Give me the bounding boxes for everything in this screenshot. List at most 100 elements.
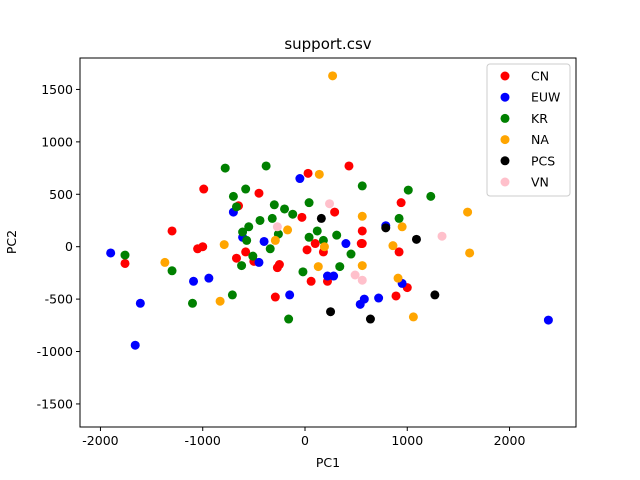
- y-axis-ticks: -1500 -1000 -500 0 500 1000 1500: [37, 82, 80, 411]
- point-euw: [329, 271, 339, 281]
- legend-label-pcs: PCS: [531, 153, 555, 168]
- legend-label-euw: EUW: [531, 90, 560, 105]
- point-na: [357, 211, 367, 221]
- y-tick-label: 1000: [41, 134, 73, 149]
- point-kr: [346, 249, 356, 259]
- point-cn: [120, 258, 130, 268]
- point-cn: [241, 247, 251, 257]
- y-tick-label: -1500: [37, 396, 73, 411]
- x-tick-label: 0: [301, 433, 309, 448]
- legend-marker-kr: [500, 113, 510, 123]
- point-pcs: [411, 234, 421, 244]
- data-points: [106, 71, 553, 350]
- point-cn: [254, 188, 264, 198]
- point-kr: [284, 314, 294, 324]
- point-cn: [270, 292, 280, 302]
- point-na: [314, 169, 324, 179]
- legend-label-na: NA: [531, 132, 549, 147]
- point-na: [465, 248, 475, 258]
- point-euw: [130, 340, 140, 350]
- point-kr: [304, 198, 314, 208]
- point-cn: [302, 245, 312, 255]
- point-kr: [298, 267, 308, 277]
- point-na: [328, 71, 338, 81]
- chart-title: support.csv: [284, 35, 371, 53]
- point-vn: [437, 231, 447, 241]
- point-euw: [374, 293, 384, 303]
- point-euw: [543, 315, 553, 325]
- point-kr: [237, 261, 247, 271]
- point-cn: [198, 242, 208, 252]
- point-cn: [303, 168, 313, 178]
- point-cn: [357, 226, 367, 236]
- point-vn: [357, 275, 367, 285]
- point-kr: [267, 213, 277, 223]
- point-kr: [304, 232, 314, 242]
- point-na: [357, 261, 367, 271]
- point-na: [160, 257, 170, 267]
- point-euw: [135, 298, 145, 308]
- point-na: [388, 241, 398, 251]
- x-axis-ticks: -2000 -1000 0 1000 2000: [82, 427, 525, 448]
- point-kr: [120, 250, 130, 260]
- point-na: [393, 273, 403, 283]
- point-euw: [285, 290, 295, 300]
- y-axis-label: PC2: [4, 230, 19, 254]
- x-tick-label: -2000: [82, 433, 118, 448]
- point-euw: [189, 276, 199, 286]
- point-kr: [167, 266, 177, 276]
- point-vn: [350, 270, 360, 280]
- point-na: [319, 242, 329, 252]
- point-cn: [396, 198, 406, 208]
- legend-label-kr: KR: [531, 111, 548, 126]
- point-euw: [295, 174, 305, 184]
- point-kr: [248, 251, 258, 261]
- legend-label-cn: CN: [531, 69, 549, 84]
- x-axis-label: PC1: [316, 455, 340, 470]
- point-na: [313, 262, 323, 272]
- x-tick-label: 1000: [391, 433, 423, 448]
- y-tick-label: 500: [49, 187, 73, 202]
- point-cn: [231, 253, 241, 263]
- x-tick-label: -1000: [185, 433, 221, 448]
- y-tick-label: -500: [45, 292, 73, 307]
- point-vn: [325, 199, 335, 209]
- point-cn: [344, 161, 354, 171]
- point-cn: [274, 260, 284, 270]
- point-cn: [199, 184, 209, 194]
- point-euw: [106, 248, 116, 258]
- point-kr: [426, 191, 436, 201]
- point-na: [270, 235, 280, 245]
- point-cn: [357, 239, 367, 249]
- point-kr: [228, 191, 238, 201]
- point-euw: [341, 239, 351, 249]
- point-kr: [265, 244, 275, 254]
- point-kr: [255, 215, 265, 225]
- point-kr: [231, 202, 241, 212]
- legend-marker-euw: [500, 92, 510, 102]
- y-tick-label: 1500: [41, 82, 73, 97]
- point-cn: [306, 276, 316, 286]
- point-kr: [227, 290, 237, 300]
- point-kr: [242, 235, 252, 245]
- legend-marker-pcs: [500, 156, 510, 166]
- point-kr: [187, 298, 197, 308]
- x-tick-label: 2000: [494, 433, 526, 448]
- point-na: [283, 225, 293, 235]
- point-na: [219, 240, 229, 250]
- point-kr: [261, 161, 271, 171]
- point-euw: [259, 236, 269, 246]
- point-euw: [204, 273, 214, 283]
- point-cn: [297, 212, 307, 222]
- point-cn: [310, 239, 320, 249]
- point-cn: [167, 226, 177, 236]
- point-na: [408, 312, 418, 322]
- point-kr: [238, 227, 248, 237]
- legend: CN EUW KR NA PCS VN: [486, 63, 571, 197]
- point-kr: [312, 226, 322, 236]
- point-kr: [241, 184, 251, 194]
- point-kr: [220, 163, 230, 173]
- point-cn: [394, 247, 404, 257]
- point-euw: [359, 294, 369, 304]
